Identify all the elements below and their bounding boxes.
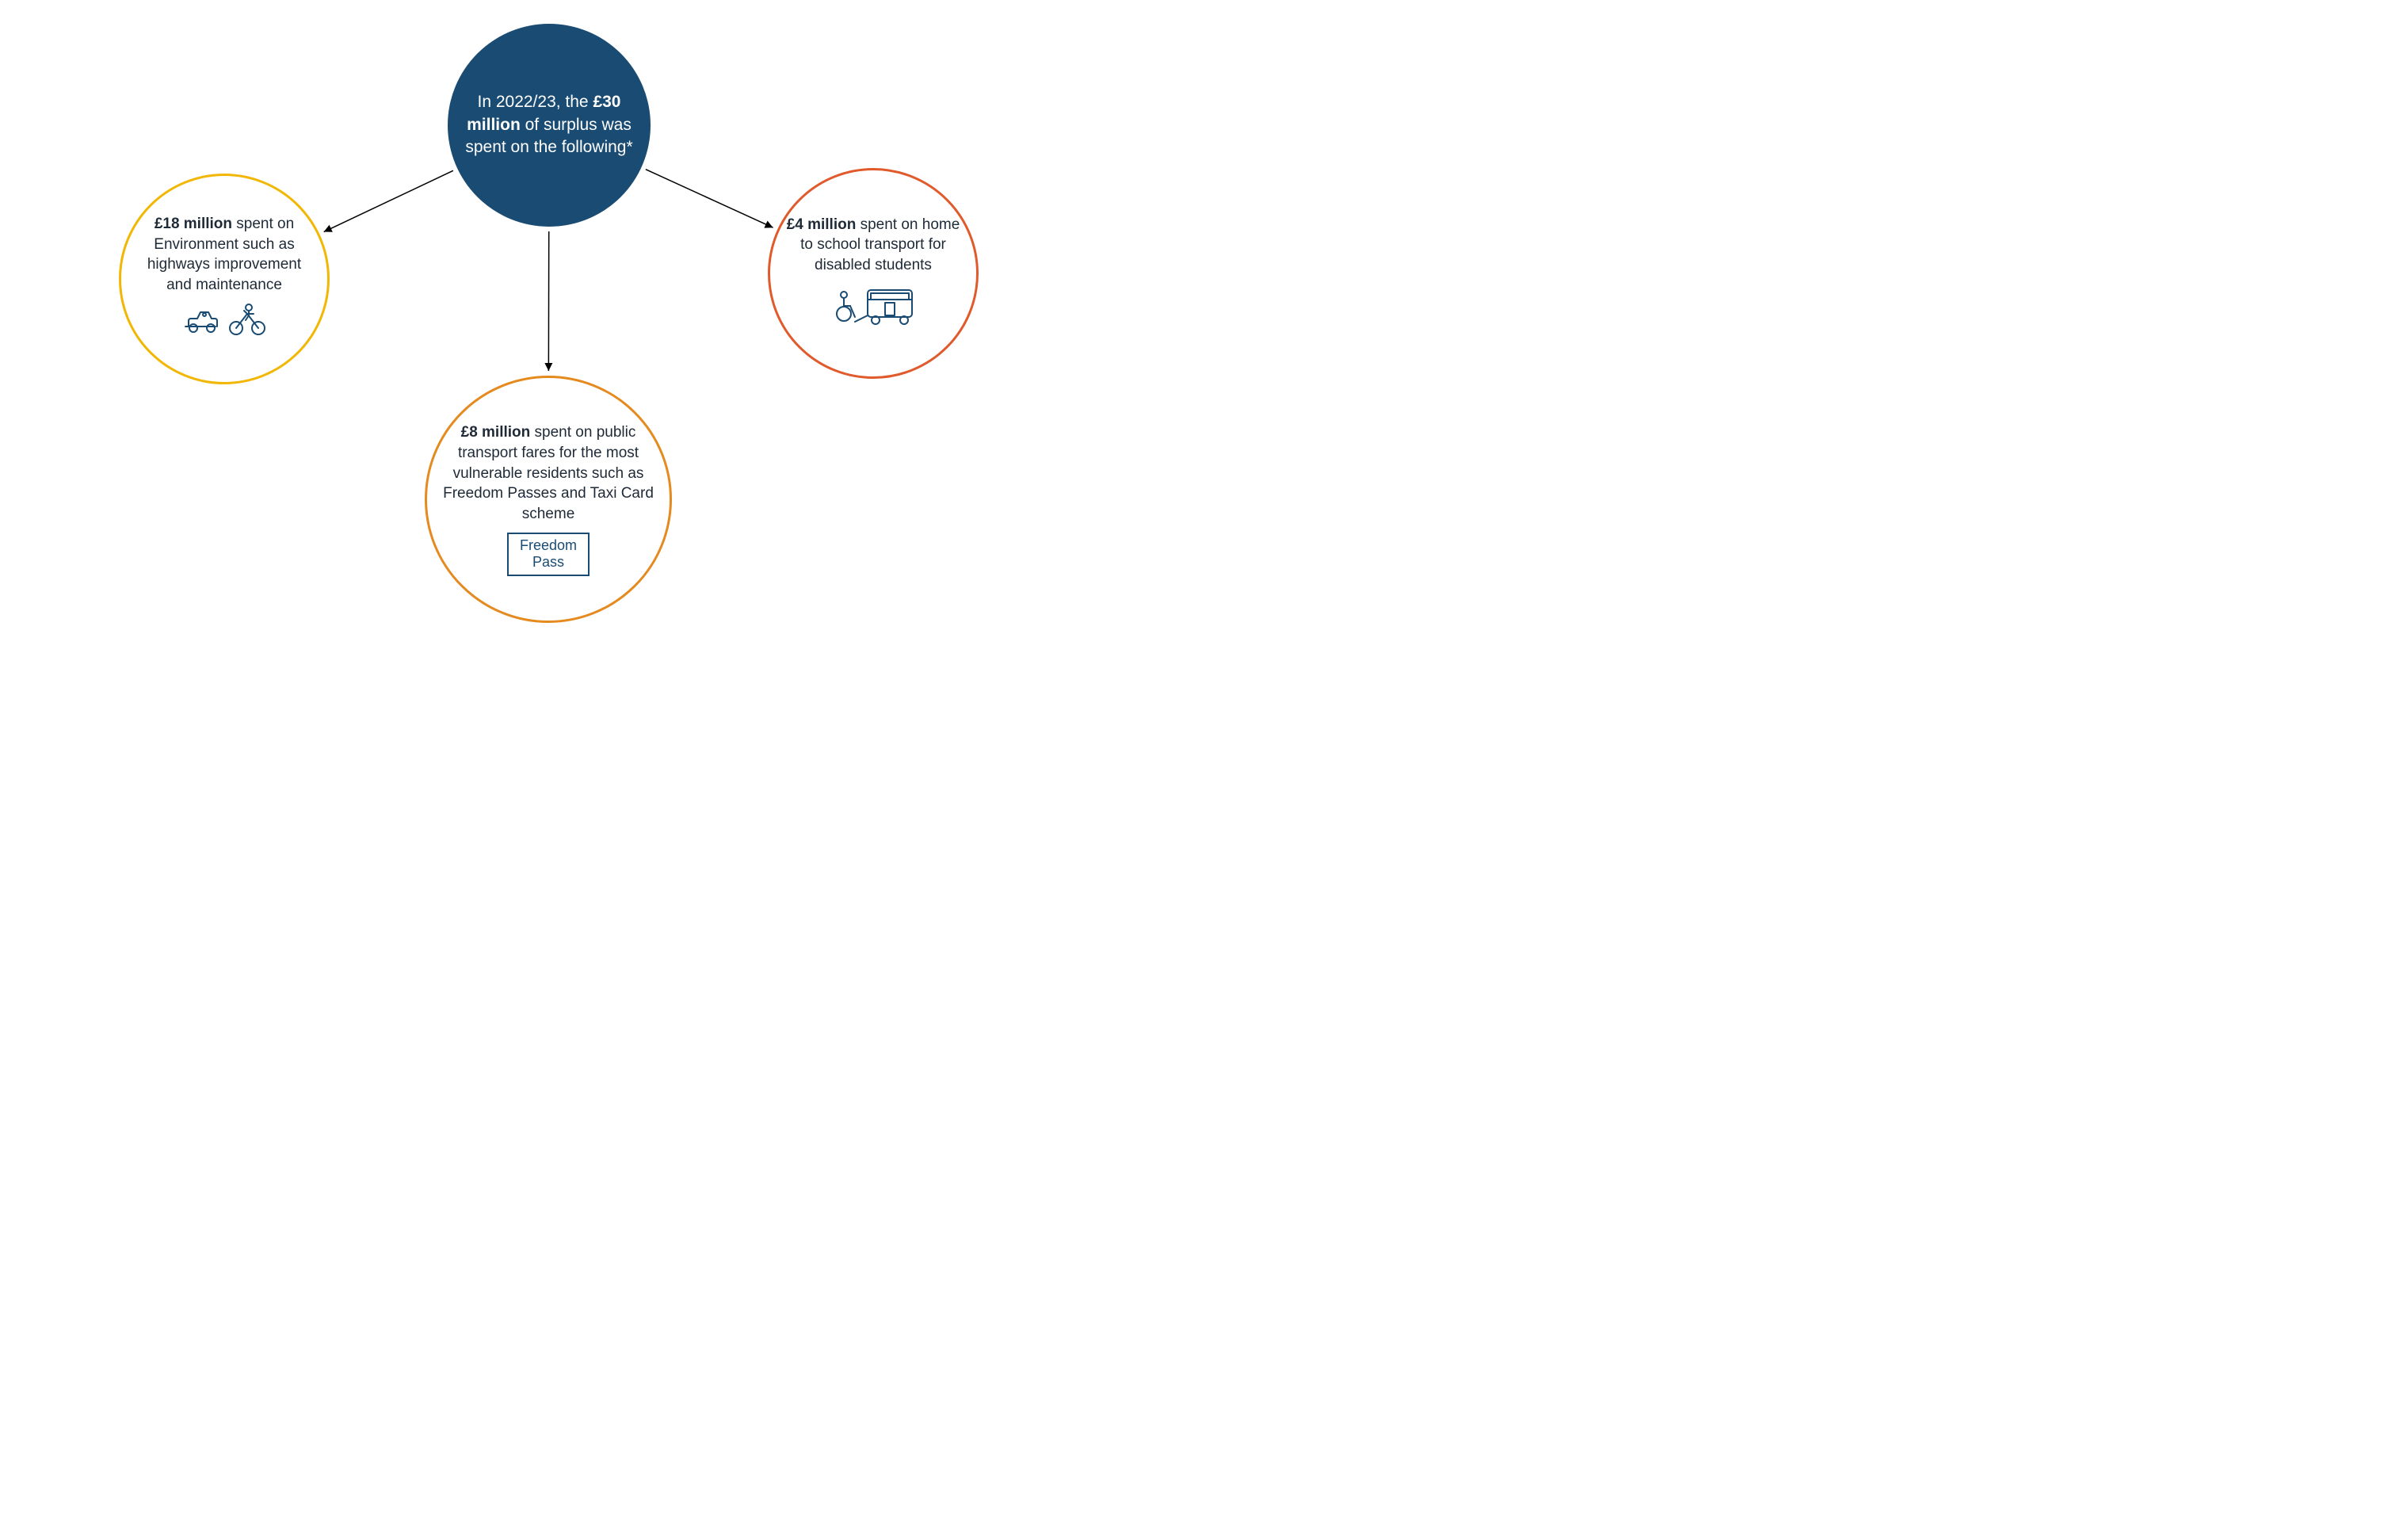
node-school-icon (830, 284, 917, 333)
freedom-pass-badge: FreedomPass (507, 533, 590, 576)
bus-wheelchair-icon (830, 284, 917, 327)
car-bike-icon (181, 303, 268, 338)
main-circle: In 2022/23, the £30 million of surplus w… (448, 24, 651, 227)
node-env-text: £18 million spent on Environment such as… (135, 214, 313, 296)
node-school-text: £4 million spent on home to school trans… (784, 215, 962, 276)
node-env-icon (181, 303, 268, 344)
node-pt: £8 million spent on public transport far… (425, 376, 672, 623)
node-env: £18 million spent on Environment such as… (119, 174, 330, 384)
node-pt-text: £8 million spent on public transport far… (441, 422, 655, 524)
diagram-stage: In 2022/23, the £30 million of surplus w… (0, 0, 1141, 720)
main-circle-text: In 2022/23, the £30 million of surplus w… (464, 91, 635, 158)
node-school: £4 million spent on home to school trans… (768, 168, 979, 379)
